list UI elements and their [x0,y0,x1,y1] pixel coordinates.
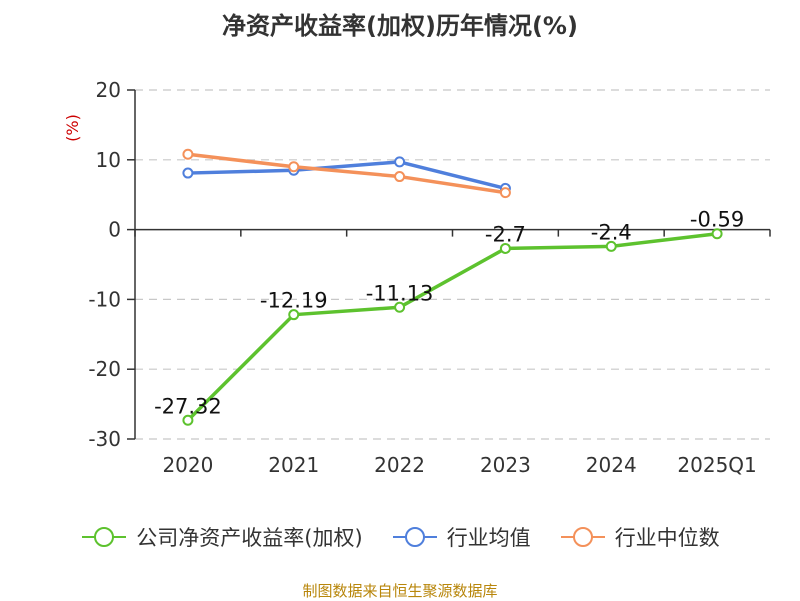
series-line [186,160,508,191]
y-tick-label: 0 [108,218,121,242]
legend-label: 行业均值 [446,526,531,550]
y-tick-label: 10 [96,148,121,172]
x-tick-label: 2024 [586,453,637,477]
legend-swatch-marker [572,527,593,547]
data-label: -11.13 [366,281,434,305]
legend-swatch [82,527,127,547]
data-point [711,228,723,240]
data-point [288,309,300,321]
legend-label: 公司净资产收益率(加权) [136,526,363,550]
legend: 公司净资产收益率(加权) 行业均值 行业中位数 [0,521,800,553]
x-tick-label: 2023 [480,453,531,477]
y-tick-label: 20 [96,78,121,102]
data-point [499,242,511,254]
data-point [182,414,194,426]
legend-item[interactable]: 公司净资产收益率(加权) [80,522,363,552]
data-point [182,148,194,160]
legend-swatch-marker [404,527,425,547]
data-label-layer: -27.32 -12.19 -11.13 -2.7 -2.4 -0.59 [154,208,744,419]
legend-item[interactable]: 行业均值 [391,522,531,552]
y-tick-label: -30 [88,427,121,451]
data-point [394,156,406,168]
legend-item[interactable]: 行业中位数 [559,522,720,552]
x-tick-label: 2022 [374,453,425,477]
data-point [499,187,511,199]
source-note: 制图数据来自恒生聚源数据库 [302,582,498,600]
y-axis-label: (%) [63,114,82,142]
data-label: -12.19 [260,289,328,313]
grid-layer [135,89,770,440]
data-point [394,171,406,183]
data-point [182,167,194,179]
y-tick-label: -20 [88,357,121,381]
legend-label: 行业中位数 [614,526,720,550]
legend-swatch-marker [94,527,115,547]
data-point [394,301,406,313]
x-tick-label: 2025Q1 [677,453,756,477]
data-point [288,161,300,173]
chart-title: 净资产收益率(加权)历年情况(%) [222,12,578,40]
series-line [186,152,508,195]
series-layer [182,148,723,426]
data-label: -27.32 [154,394,222,418]
y-tick-label: -10 [88,287,121,311]
data-label: -2.4 [591,220,632,244]
axis-layer: 20 10 0 -10 -20 -30 2020 2021 2022 2023 2024 2025Q1 [88,78,771,477]
data-label: -0.59 [690,208,744,232]
legend-swatch [560,527,605,547]
x-tick-label: 2020 [162,453,213,477]
data-label: -2.7 [485,222,526,246]
series-line [186,231,719,423]
x-tick-label: 2021 [268,453,319,477]
data-point [605,240,617,252]
legend-swatch [392,527,437,547]
